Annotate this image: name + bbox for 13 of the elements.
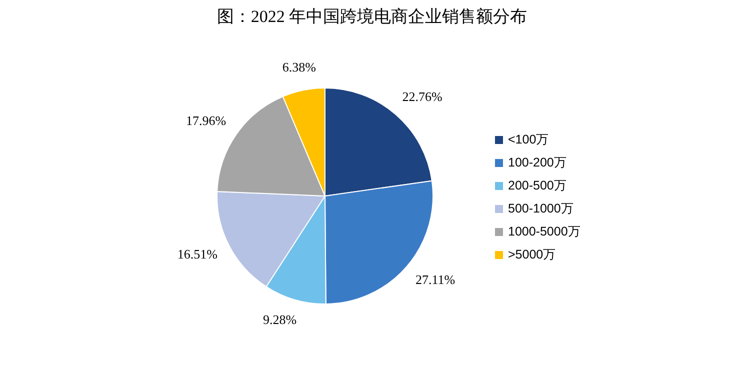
- data-label: 6.38%: [282, 60, 316, 75]
- data-label: 22.76%: [402, 88, 442, 104]
- legend-label: 1000-5000万: [508, 224, 581, 238]
- data-label: 16.51%: [177, 246, 218, 262]
- legend-label: >5000万: [508, 247, 556, 262]
- data-label: 27.11%: [416, 272, 456, 287]
- legend-label: 500-1000万: [508, 201, 574, 216]
- legend-label: 200-500万: [508, 178, 567, 192]
- data-label: 17.96%: [186, 112, 226, 128]
- chart-title: 图：2022 年中国跨境电商企业销售额分布: [216, 6, 528, 26]
- data-label: 9.28%: [263, 312, 297, 327]
- legend-label: 100-200万: [508, 155, 567, 170]
- legend-label: <100万: [508, 132, 550, 146]
